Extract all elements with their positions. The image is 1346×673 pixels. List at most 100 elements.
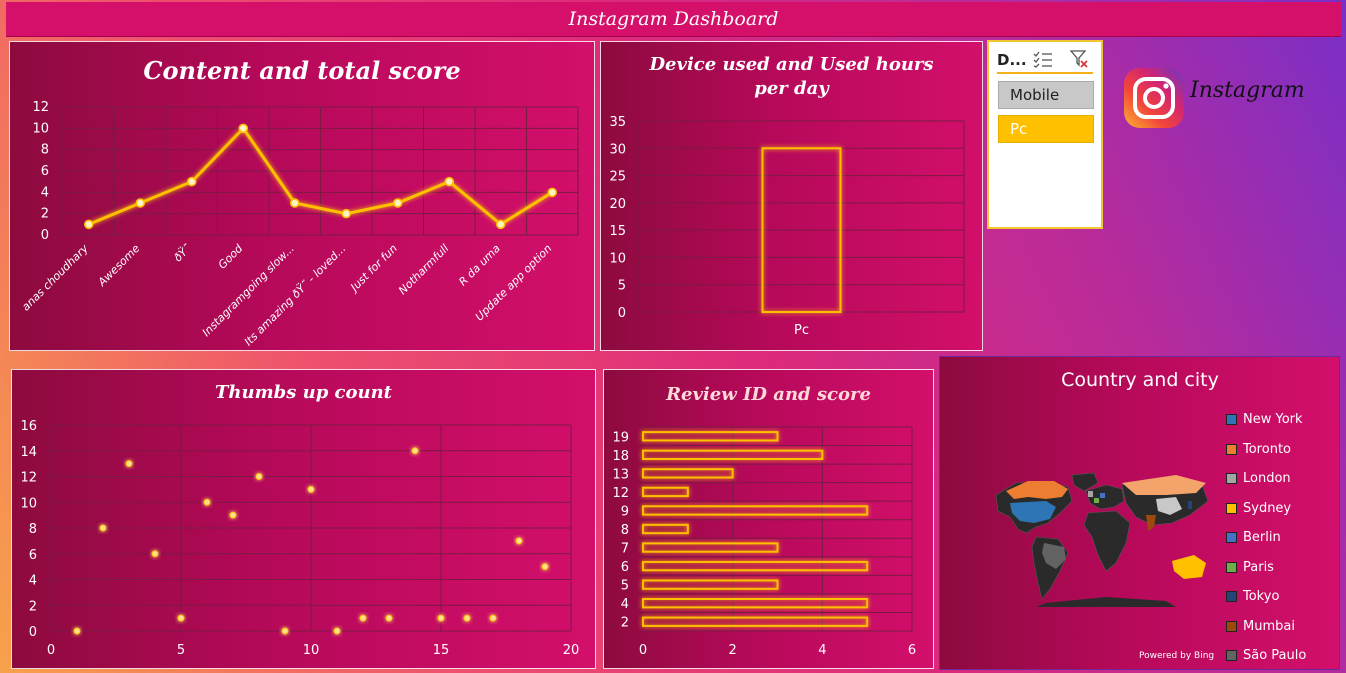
legend-label: Toronto — [1243, 441, 1291, 457]
data-point — [307, 485, 315, 493]
legend-label: Sydney — [1243, 500, 1292, 516]
map-germany — [1100, 493, 1105, 498]
x-tick-label: Just for fun — [347, 242, 400, 295]
x-tick-label: Instagramgoing slow... — [200, 242, 297, 339]
bar — [642, 560, 869, 572]
x-tick-label: 0 — [639, 643, 647, 658]
review-panel: Review ID and score 0 2 4 6 19 18 13 12 9 8 7 6 5 4 2 — [603, 369, 934, 669]
slicer-title: D... — [997, 51, 1027, 69]
legend-item: Mumbai — [1226, 619, 1295, 634]
y-tick-label: 12 — [20, 471, 37, 486]
y-tick-label: 2 — [29, 599, 37, 614]
map-uk — [1088, 491, 1093, 497]
y-tick-label: 2 — [41, 207, 49, 222]
legend-label: Paris — [1243, 559, 1274, 575]
legend-item: Berlin — [1226, 530, 1281, 545]
map-canada — [1006, 481, 1068, 499]
y-tick-label: 14 — [20, 445, 37, 460]
plot-area — [642, 426, 913, 632]
world-map[interactable] — [976, 467, 1216, 607]
data-point — [359, 614, 367, 622]
map-africa — [1083, 510, 1131, 572]
x-tick-label: ðŸ˜ — [171, 242, 194, 265]
x-tick-label: anas choudhary — [19, 242, 91, 314]
slicer-item-mobile[interactable]: Mobile — [998, 81, 1094, 109]
legend-item: São Paulo — [1226, 648, 1306, 663]
data-point — [135, 198, 145, 208]
y-tick-label: 19 — [612, 430, 629, 445]
content-chart-title: Content and total score — [143, 56, 461, 85]
data-point — [541, 563, 549, 571]
map-usa — [1010, 501, 1056, 523]
data-point — [238, 123, 248, 134]
data-point — [84, 219, 94, 230]
plot-area — [638, 120, 965, 313]
y-tick-label: 0 — [41, 228, 49, 243]
map-china — [1156, 497, 1182, 515]
clear-filter-icon[interactable] — [1069, 49, 1089, 73]
y-tick-label: 30 — [609, 142, 626, 157]
y-tick-label: 8 — [621, 523, 629, 538]
slicer-item-pc[interactable]: Pc — [998, 115, 1094, 143]
bar — [642, 579, 779, 590]
data-point — [333, 627, 341, 635]
map-brazil — [1042, 543, 1066, 569]
bar — [642, 616, 869, 627]
map-panel: Country and city Powered by Bing — [939, 356, 1340, 670]
bar — [642, 542, 779, 553]
y-tick-label: 2 — [621, 616, 629, 631]
data-point — [290, 198, 300, 208]
legend-label: New York — [1243, 412, 1303, 427]
y-tick-label: 6 — [41, 164, 49, 179]
legend-item: London — [1226, 471, 1291, 486]
multi-select-icon[interactable] — [1033, 50, 1053, 72]
data-point — [203, 498, 211, 506]
legend-item: New York — [1226, 412, 1303, 427]
legend-swatch — [1226, 443, 1237, 455]
map-india — [1146, 515, 1156, 531]
y-tick-label: 8 — [29, 522, 37, 537]
data-point — [496, 219, 506, 230]
content-score-panel: Content and total score 0 2 4 6 8 10 12 anas ch… — [9, 41, 595, 351]
map-credit: Powered by Bing — [1139, 651, 1215, 661]
data-point — [437, 614, 445, 622]
y-tick-label: 18 — [612, 449, 629, 464]
legend-item: Sydney — [1226, 501, 1291, 516]
y-tick-label: 12 — [612, 486, 629, 501]
legend-swatch — [1226, 414, 1237, 425]
legend-swatch — [1226, 620, 1237, 632]
data-point — [281, 627, 289, 635]
data-point — [547, 187, 557, 198]
dashboard-title: Instagram Dashboard — [6, 2, 1341, 37]
map-antarctica — [1036, 597, 1176, 607]
x-tick-label: Awesome — [95, 242, 143, 290]
x-tick-label: 15 — [433, 643, 450, 658]
y-tick-label: 0 — [29, 625, 37, 640]
legend-swatch — [1226, 591, 1237, 602]
data-point — [99, 524, 107, 532]
bar — [761, 147, 842, 313]
data-point — [515, 537, 523, 545]
x-tick-label: Good — [216, 241, 246, 271]
thumbs-scatter-chart: 0 2 4 6 8 10 12 14 16 0 5 10 15 20 — [20, 419, 579, 658]
map-greenland — [1071, 472, 1099, 492]
thumbs-chart-title: Thumbs up count — [215, 382, 392, 403]
thumbs-panel: Thumbs up count 0 2 4 6 8 10 12 14 16 0 5 10 15 20 — [11, 369, 596, 669]
data-point — [255, 473, 263, 480]
bar — [642, 449, 824, 460]
y-tick-label: 10 — [609, 251, 626, 266]
content-line-chart: 0 2 4 6 8 10 12 anas choudhary Awesome ðŸ˜ GoodIns… — [19, 100, 579, 349]
data-point — [385, 614, 393, 622]
map-australia — [1172, 555, 1206, 579]
legend-swatch — [1226, 561, 1237, 573]
data-point — [187, 176, 197, 187]
data-point — [177, 614, 185, 622]
data-point — [411, 447, 419, 455]
y-tick-label: 6 — [621, 560, 629, 575]
slicer-header: D... — [997, 48, 1093, 74]
y-tick-label: 4 — [29, 574, 37, 589]
y-tick-label: 6 — [29, 548, 37, 563]
legend-swatch — [1226, 532, 1237, 543]
y-tick-label: 10 — [32, 121, 49, 136]
